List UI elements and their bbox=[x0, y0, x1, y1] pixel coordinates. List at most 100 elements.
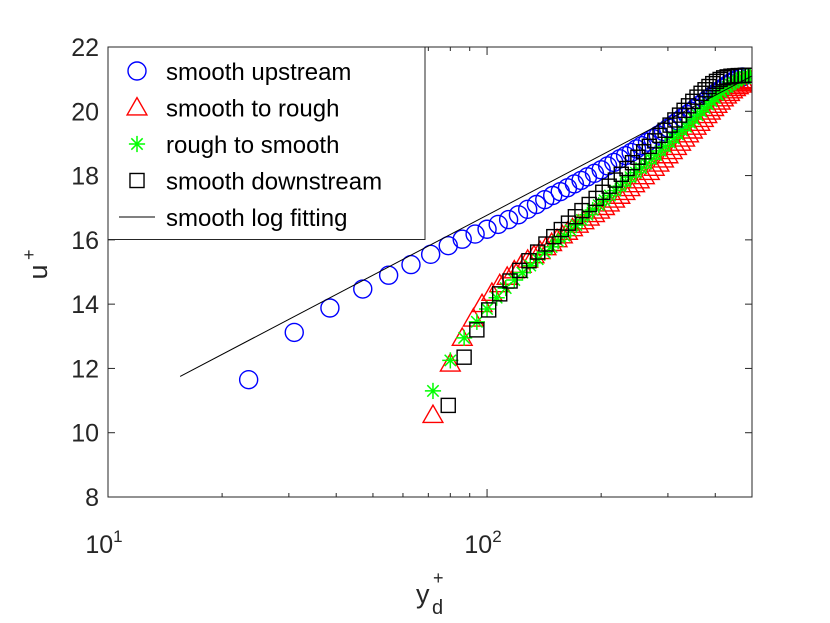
x-label-base: y bbox=[416, 579, 430, 609]
point-smooth-upstream bbox=[488, 214, 508, 235]
point-smooth-downstream bbox=[613, 166, 629, 183]
axes-box bbox=[107, 46, 753, 498]
point-smooth-downstream bbox=[624, 154, 641, 171]
legend-marker-smooth-downstream bbox=[129, 172, 145, 189]
point-smooth-upstream bbox=[498, 209, 519, 230]
point-smooth-to-rough bbox=[439, 352, 462, 372]
asterisk-stroke bbox=[480, 302, 494, 316]
point-smooth-upstream bbox=[517, 199, 538, 220]
legend-box bbox=[107, 46, 426, 240]
legend-label-smooth-upstream: smooth upstream bbox=[166, 59, 351, 86]
point-smooth-downstream bbox=[480, 302, 497, 318]
point-smooth-upstream bbox=[320, 298, 340, 318]
asterisk-stroke bbox=[470, 315, 484, 329]
point-smooth-upstream bbox=[477, 219, 497, 239]
legend-marker-smooth-to-rough bbox=[125, 96, 149, 116]
y-label-base: u bbox=[23, 264, 53, 279]
point-smooth-downstream bbox=[657, 122, 673, 138]
point-smooth-upstream bbox=[238, 369, 259, 390]
point-smooth-downstream bbox=[502, 273, 518, 289]
x-tick-label: 101 bbox=[85, 527, 122, 559]
asterisk-stroke bbox=[130, 137, 144, 151]
y-axis-label: u+ bbox=[19, 249, 53, 279]
point-smooth-downstream bbox=[652, 127, 668, 144]
point-smooth-upstream bbox=[452, 229, 472, 249]
point-smooth-to-rough bbox=[684, 115, 708, 135]
point-smooth-downstream bbox=[512, 262, 528, 279]
y-tick-label: 22 bbox=[71, 34, 99, 62]
point-smooth-downstream bbox=[671, 107, 688, 123]
fit-line-smooth-log-fitting bbox=[179, 75, 752, 377]
series-rough-to-smooth bbox=[424, 67, 752, 400]
x-label-sub: d bbox=[432, 597, 443, 619]
point-smooth-upstream bbox=[591, 160, 611, 180]
point-smooth-downstream bbox=[685, 93, 701, 110]
point-smooth-to-rough bbox=[421, 403, 445, 424]
y-tick-label: 12 bbox=[71, 355, 99, 383]
y-tick-label: 14 bbox=[71, 291, 99, 319]
point-smooth-to-rough bbox=[688, 111, 711, 131]
y-tick-label: 8 bbox=[85, 484, 99, 512]
point-smooth-upstream bbox=[284, 322, 304, 343]
point-smooth-upstream bbox=[438, 235, 458, 256]
y-tick-label: 10 bbox=[71, 420, 99, 448]
point-rough-to-smooth bbox=[456, 329, 473, 346]
point-smooth-downstream bbox=[740, 67, 752, 84]
point-smooth-upstream bbox=[597, 156, 618, 176]
point-smooth-downstream bbox=[469, 322, 485, 338]
point-smooth-to-rough bbox=[695, 103, 718, 124]
point-smooth-to-rough bbox=[677, 123, 700, 143]
legend-label-rough-to-smooth: rough to smooth bbox=[166, 132, 339, 159]
legend-entry-smooth-to-rough: smooth to rough bbox=[125, 96, 339, 123]
y-tick-label: 20 bbox=[71, 98, 99, 126]
legend-entry-rough-to-smooth: rough to smooth bbox=[128, 132, 339, 159]
x-label-sup: + bbox=[433, 568, 444, 588]
point-smooth-upstream bbox=[378, 265, 399, 285]
asterisk-stroke bbox=[744, 73, 752, 83]
point-smooth-downstream bbox=[619, 160, 635, 177]
point-smooth-to-rough bbox=[578, 206, 601, 226]
point-smooth-downstream bbox=[676, 102, 692, 119]
series-smooth-log-fitting bbox=[179, 75, 752, 377]
series-smooth-downstream bbox=[440, 67, 752, 414]
legend-label-smooth-log-fitting: smooth log fitting bbox=[166, 205, 347, 232]
point-smooth-downstream bbox=[521, 253, 537, 269]
point-smooth-to-rough bbox=[451, 326, 474, 347]
point-smooth-upstream bbox=[508, 205, 529, 225]
point-smooth-upstream bbox=[465, 224, 485, 244]
point-smooth-downstream bbox=[529, 244, 546, 260]
point-smooth-downstream bbox=[647, 133, 663, 149]
asterisk-stroke bbox=[457, 331, 471, 345]
point-rough-to-smooth bbox=[468, 313, 485, 330]
y-tick-label: 18 bbox=[71, 163, 99, 191]
y-tick-label: 16 bbox=[71, 227, 99, 255]
legend-marker-rough-to-smooth bbox=[128, 135, 146, 153]
point-smooth-to-rough bbox=[692, 107, 715, 128]
point-smooth-downstream bbox=[601, 178, 617, 194]
point-smooth-downstream bbox=[607, 172, 624, 188]
point-smooth-downstream bbox=[635, 144, 652, 160]
point-rough-to-smooth bbox=[442, 352, 459, 369]
point-smooth-downstream bbox=[662, 117, 678, 133]
y-label-sup: + bbox=[19, 249, 39, 260]
point-smooth-downstream bbox=[630, 149, 646, 165]
legend-entry-smooth-downstream: smooth downstream bbox=[129, 169, 382, 196]
legend-marker-smooth-upstream bbox=[127, 61, 147, 81]
point-rough-to-smooth bbox=[424, 382, 442, 400]
legend-entry-smooth-upstream: smooth upstream bbox=[127, 59, 351, 86]
point-smooth-to-rough bbox=[488, 272, 511, 293]
point-smooth-downstream bbox=[456, 349, 472, 365]
legend-entry-smooth-log-fitting: smooth log fitting bbox=[119, 205, 347, 232]
legend-label-smooth-to-rough: smooth to rough bbox=[166, 96, 339, 123]
x-tick-label: 102 bbox=[464, 527, 501, 559]
point-smooth-downstream bbox=[440, 397, 456, 414]
asterisk-stroke bbox=[444, 354, 457, 367]
x-axis-label: y+ d bbox=[416, 568, 444, 619]
legend-label-smooth-downstream: smooth downstream bbox=[166, 169, 382, 196]
point-smooth-to-rough bbox=[681, 119, 704, 139]
point-smooth-downstream bbox=[641, 138, 658, 155]
asterisk-stroke bbox=[426, 384, 440, 398]
plot-area bbox=[108, 47, 752, 497]
